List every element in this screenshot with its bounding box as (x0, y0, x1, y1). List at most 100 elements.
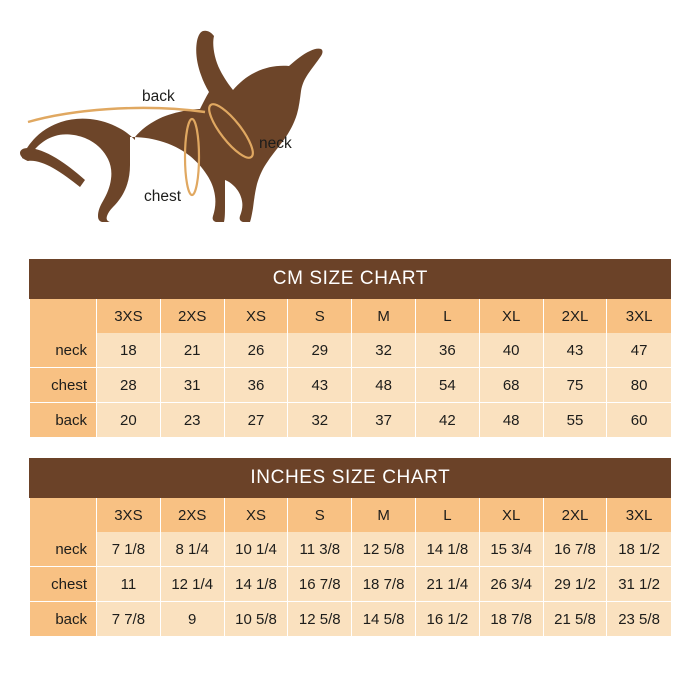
cell: 23 (160, 402, 225, 437)
column-header-3xl: 3XL (606, 298, 671, 333)
cell: 54 (415, 367, 480, 403)
table-row: neck 18 21 26 29 32 36 40 43 47 (29, 333, 671, 368)
cell: 11 (96, 566, 161, 602)
cell: 21 (160, 333, 225, 368)
cell: 14 1/8 (415, 532, 480, 567)
table-row: chest 11 12 1/4 14 1/8 16 7/8 18 7/8 21 … (29, 566, 671, 602)
row-label-back: back (29, 402, 97, 437)
cell: 31 1/2 (606, 566, 671, 602)
cell: 11 3/8 (287, 532, 353, 567)
column-header-m: M (351, 497, 416, 532)
cell: 26 3/4 (479, 566, 544, 602)
column-header-3xs: 3XS (96, 497, 161, 532)
neck-measure-line (208, 103, 254, 159)
chest-measure-line (183, 117, 201, 197)
cell: 8 1/4 (160, 532, 225, 567)
column-header-m: M (351, 298, 416, 333)
cell: 21 5/8 (543, 601, 608, 636)
table-title-row: INCHES SIZE CHART (28, 458, 671, 498)
table-title-row: CM SIZE CHART (28, 259, 671, 299)
label-neck: neck (259, 135, 292, 152)
cell: 10 1/4 (224, 532, 289, 567)
cell: 20 (96, 402, 161, 437)
cm-chart-title: CM SIZE CHART (28, 259, 671, 299)
cell: 36 (415, 333, 480, 368)
column-header-xl: XL (479, 298, 544, 333)
cell: 14 1/8 (224, 566, 289, 602)
cell: 12 5/8 (287, 601, 353, 636)
cell: 21 1/4 (415, 566, 480, 602)
cell: 18 (96, 333, 161, 368)
table-row: back 20 23 27 32 37 42 48 55 60 (29, 402, 671, 437)
column-header-xl: XL (479, 497, 544, 532)
row-label-chest: chest (29, 367, 97, 403)
cell: 23 5/8 (606, 601, 671, 636)
back-measure-line (27, 106, 206, 124)
cell: 28 (96, 367, 161, 403)
column-header-3xs: 3XS (96, 298, 161, 333)
label-chest: chest (144, 188, 182, 205)
cell: 42 (415, 402, 480, 437)
column-header-l: L (415, 497, 480, 532)
column-header-2xl: 2XL (543, 497, 608, 532)
cell: 43 (543, 333, 608, 368)
inches-chart-title: INCHES SIZE CHART (28, 458, 671, 498)
table-row: chest 28 31 36 43 48 54 68 75 80 (29, 367, 671, 403)
cell: 60 (606, 402, 671, 437)
cell: 80 (606, 367, 671, 403)
row-label-chest: chest (29, 566, 97, 602)
corner-cell (29, 298, 97, 333)
cell: 7 7/8 (96, 601, 161, 636)
cell: 36 (224, 367, 289, 403)
inches-size-chart-table: INCHES SIZE CHART 3XS 2XS XS S M L XL 2X… (28, 458, 671, 636)
cell: 18 1/2 (606, 532, 671, 567)
cell: 32 (287, 402, 353, 437)
cell: 16 7/8 (287, 566, 353, 602)
cell: 9 (160, 601, 225, 636)
table-header-row: 3XS 2XS XS S M L XL 2XL 3XL (29, 497, 671, 532)
column-header-2xs: 2XS (160, 497, 225, 532)
cell: 40 (479, 333, 544, 368)
column-header-xs: XS (224, 497, 289, 532)
cell: 16 7/8 (543, 532, 608, 567)
dog-measurement-diagram: back neck chest (0, 0, 700, 250)
cell: 29 1/2 (543, 566, 608, 602)
cell: 15 3/4 (479, 532, 544, 567)
column-header-s: S (287, 298, 353, 333)
cell: 75 (543, 367, 608, 403)
cell: 26 (224, 333, 289, 368)
table-header-row: 3XS 2XS XS S M L XL 2XL 3XL (29, 298, 671, 333)
column-header-s: S (287, 497, 353, 532)
cell: 47 (606, 333, 671, 368)
cell: 16 1/2 (415, 601, 480, 636)
cell: 14 5/8 (351, 601, 416, 636)
row-label-neck: neck (29, 532, 97, 567)
cell: 27 (224, 402, 289, 437)
cell: 37 (351, 402, 416, 437)
cell: 31 (160, 367, 225, 403)
cell: 7 1/8 (96, 532, 161, 567)
row-label-neck: neck (29, 333, 97, 368)
column-header-3xl: 3XL (606, 497, 671, 532)
table-row: back 7 7/8 9 10 5/8 12 5/8 14 5/8 16 1/2… (29, 601, 671, 636)
label-back: back (142, 88, 175, 105)
cell: 12 5/8 (351, 532, 416, 567)
column-header-xs: XS (224, 298, 289, 333)
cell: 55 (543, 402, 608, 437)
table-row: neck 7 1/8 8 1/4 10 1/4 11 3/8 12 5/8 14… (29, 532, 671, 567)
column-header-2xl: 2XL (543, 298, 608, 333)
cell: 29 (287, 333, 353, 368)
dog-silhouette-icon (20, 30, 323, 223)
cell: 32 (351, 333, 416, 368)
cell: 68 (479, 367, 544, 403)
column-header-2xs: 2XS (160, 298, 225, 333)
column-header-l: L (415, 298, 480, 333)
cm-size-chart-table: CM SIZE CHART 3XS 2XS XS S M L XL 2XL 3X… (28, 259, 671, 437)
cell: 10 5/8 (224, 601, 289, 636)
cell: 48 (351, 367, 416, 403)
corner-cell (29, 497, 97, 532)
row-label-back: back (29, 601, 97, 636)
cell: 43 (287, 367, 353, 403)
cell: 18 7/8 (351, 566, 416, 602)
cell: 12 1/4 (160, 566, 225, 602)
